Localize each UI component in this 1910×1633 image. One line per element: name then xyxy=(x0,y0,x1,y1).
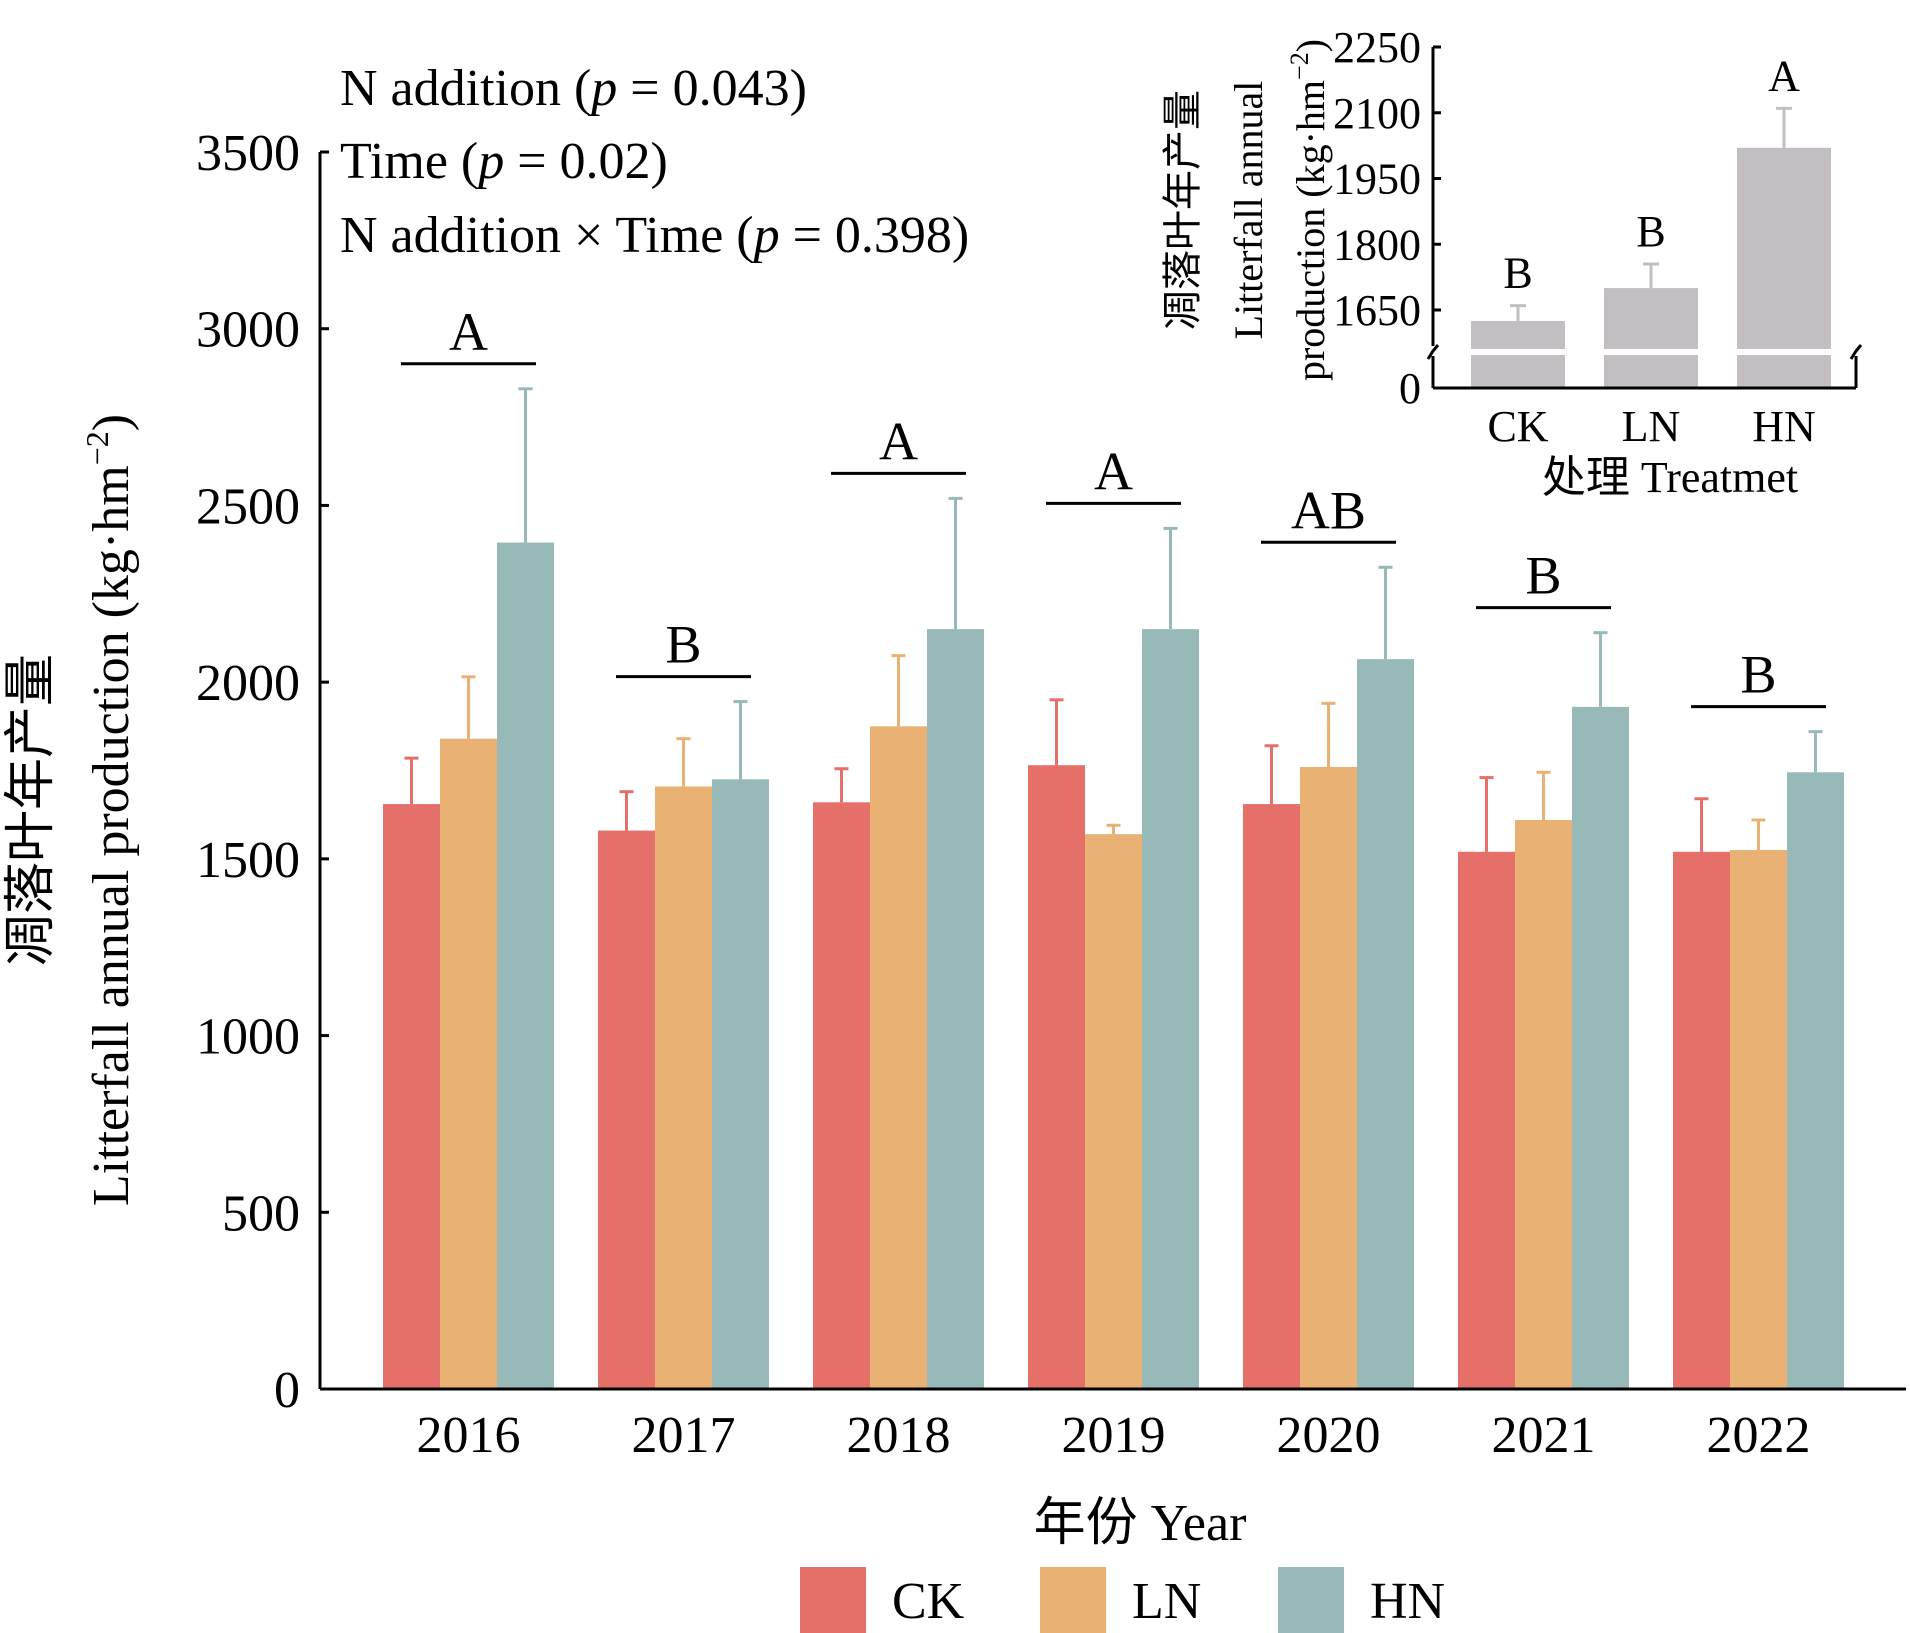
y-tick-label-3000: 3000 xyxy=(196,302,300,359)
y-tick-label-1500: 1500 xyxy=(196,832,300,889)
bar-ck-2016 xyxy=(383,804,440,1389)
inset-bars: B B A xyxy=(1440,51,1860,388)
x-tick-label-2020: 2020 xyxy=(1277,1407,1381,1464)
inset-x-tick-label-ck: CK xyxy=(1487,402,1548,451)
inset-letter-hn: A xyxy=(1768,51,1800,100)
inset-y-axis-title-en2: production (kg·hm−2) xyxy=(1285,39,1333,381)
bar-ln-2016 xyxy=(440,738,497,1389)
inset-right-break-mark xyxy=(1849,344,1863,360)
inset-chart: B B A CK LN HN 0 1650 1800 1950 2100 2250 处理 Treat… xyxy=(1160,23,1863,502)
inset-y-tick-label-1950: 1950 xyxy=(1333,155,1421,204)
x-tick-label-2018: 2018 xyxy=(847,1407,951,1464)
group-letter-2018: A xyxy=(879,411,918,471)
bar-hn-2018 xyxy=(927,629,984,1389)
bar-ln-2017 xyxy=(655,786,712,1389)
x-tick-label-2022: 2022 xyxy=(1707,1407,1811,1464)
legend-swatch-ck xyxy=(800,1567,866,1633)
inset-letter-ck: B xyxy=(1503,249,1532,298)
inset-bar-hn xyxy=(1737,147,1831,388)
bar-hn-2020 xyxy=(1357,659,1414,1389)
group-letter-2017: B xyxy=(665,615,701,675)
inset-x-axis-title: 处理 Treatmet xyxy=(1542,453,1798,502)
bar-ln-2019 xyxy=(1085,834,1142,1389)
main-axes: 2016 2017 2018 2019 2020 2021 2022 0 500 1000 1500… xyxy=(196,125,1906,1464)
stats-annotations: N addition (p = 0.043) Time (p = 0.02) N… xyxy=(340,60,969,264)
bar-hn-2021 xyxy=(1572,706,1629,1389)
annotation-time: Time (p = 0.02) xyxy=(340,133,668,190)
legend-label-hn: HN xyxy=(1370,1573,1445,1630)
bar-ck-2020 xyxy=(1243,804,1300,1389)
y-tick-label-0: 0 xyxy=(274,1362,300,1419)
inset-y-tick-label-0: 0 xyxy=(1399,364,1421,413)
x-tick-label-2017: 2017 xyxy=(632,1407,736,1464)
bar-ck-2022 xyxy=(1673,851,1730,1389)
bar-ck-2021 xyxy=(1458,851,1515,1389)
x-tick-label-2019: 2019 xyxy=(1062,1407,1166,1464)
inset-x-tick-label-hn: HN xyxy=(1752,402,1816,451)
group-letter-2021: B xyxy=(1525,546,1561,606)
main-error-bars xyxy=(404,387,1823,852)
inset-letter-ln: B xyxy=(1636,207,1665,256)
bar-ck-2018 xyxy=(813,802,870,1389)
inset-y-tick-label-2100: 2100 xyxy=(1333,89,1421,138)
bar-ln-2022 xyxy=(1730,850,1787,1389)
bar-ln-2021 xyxy=(1515,819,1572,1389)
y-tick-label-2000: 2000 xyxy=(196,655,300,712)
group-letter-2019: A xyxy=(1094,441,1133,501)
group-letter-2022: B xyxy=(1740,645,1776,705)
bar-ck-2017 xyxy=(598,830,655,1389)
inset-y-tick-label-1650: 1650 xyxy=(1333,286,1421,335)
y-tick-label-3500: 3500 xyxy=(196,125,300,182)
bar-hn-2019 xyxy=(1142,629,1199,1389)
inset-y-axis-title: 凋落叶年产量 xyxy=(1160,90,1205,330)
inset-y-tick-label-2250: 2250 xyxy=(1333,23,1421,72)
inset-y-break-mark xyxy=(1426,344,1440,360)
legend-label-ck: CK xyxy=(892,1573,965,1630)
inset-y-tick-label-1800: 1800 xyxy=(1333,220,1421,269)
group-letter-2016: A xyxy=(449,302,488,362)
bar-hn-2022 xyxy=(1787,772,1844,1389)
annotation-interaction: N addition × Time (p = 0.398) xyxy=(340,207,969,264)
x-tick-label-2016: 2016 xyxy=(417,1407,521,1464)
bar-hn-2017 xyxy=(712,779,769,1389)
bar-ck-2019 xyxy=(1028,765,1085,1389)
inset-bar-ln xyxy=(1604,288,1698,388)
bar-ln-2020 xyxy=(1300,766,1357,1389)
legend: CK LN HN xyxy=(800,1567,1445,1633)
main-y-axis-title-en: Litterfall annual production (kg·hm−2) xyxy=(79,414,140,1206)
y-tick-label-1000: 1000 xyxy=(196,1009,300,1066)
legend-swatch-ln xyxy=(1040,1567,1106,1633)
inset-axes: CK LN HN 0 1650 1800 1950 2100 2250 xyxy=(1333,23,1863,451)
main-y-axis-title: 凋落叶年产量 xyxy=(3,654,60,966)
main-bars xyxy=(383,542,1844,1389)
group-letter-2020: AB xyxy=(1291,480,1366,540)
inset-axis-break-band xyxy=(1440,349,1860,355)
legend-label-ln: LN xyxy=(1132,1573,1201,1630)
x-tick-label-2021: 2021 xyxy=(1492,1407,1596,1464)
y-tick-label-500: 500 xyxy=(222,1185,300,1242)
bar-ln-2018 xyxy=(870,726,927,1389)
y-tick-label-2500: 2500 xyxy=(196,478,300,535)
bar-hn-2016 xyxy=(497,542,554,1389)
inset-y-axis-title-en1: Litterfall annual xyxy=(1226,81,1271,340)
inset-x-tick-label-ln: LN xyxy=(1622,402,1681,451)
legend-swatch-hn xyxy=(1278,1567,1344,1633)
annotation-n-addition: N addition (p = 0.043) xyxy=(340,60,807,117)
main-x-axis-title: 年份 Year xyxy=(1034,1495,1247,1552)
